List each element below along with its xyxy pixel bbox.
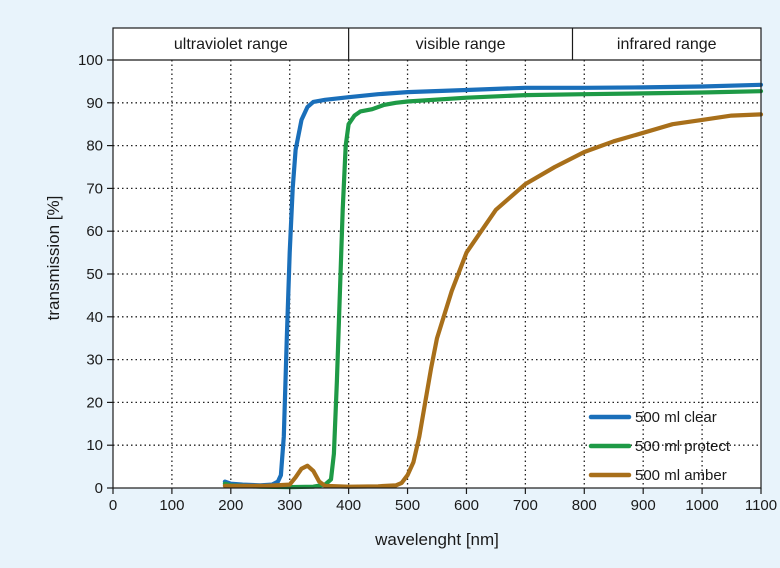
y-tick-label: 80 (86, 138, 103, 155)
legend-label: 500 ml protect (635, 438, 731, 455)
legend-label: 500 ml clear (635, 409, 717, 426)
legend: 500 ml clear 500 ml protect 500 ml amber (588, 409, 731, 484)
x-tick-label: 100 (159, 497, 184, 514)
x-tick-label: 400 (336, 497, 361, 514)
x-tick-label: 300 (277, 497, 302, 514)
y-tick-label: 20 (86, 394, 103, 411)
x-tick-label: 1000 (685, 497, 718, 514)
range-label: ultraviolet range (174, 36, 288, 53)
x-tick-label: 500 (395, 497, 420, 514)
legend-label: 500 ml amber (635, 467, 727, 484)
series-lines (222, 82, 764, 490)
range-header: ultraviolet range visible range infrared r… (113, 28, 761, 61)
y-axis: 0 10 20 30 40 50 60 70 80 90 100 (78, 52, 113, 497)
y-tick-label: 30 (86, 352, 103, 369)
y-tick-label: 70 (86, 180, 103, 197)
series-line (222, 112, 764, 489)
y-tick-label: 10 (86, 437, 103, 454)
y-tick-label: 90 (86, 95, 103, 112)
y-tick-label: 0 (95, 480, 103, 497)
x-tick-label: 700 (513, 497, 538, 514)
y-tick-label: 60 (86, 223, 103, 240)
plot-area (113, 28, 761, 488)
grid (113, 60, 761, 488)
plot-frame (112, 27, 762, 489)
y-tick-label: 40 (86, 309, 103, 326)
x-tick-label: 600 (454, 497, 479, 514)
x-tick-label: 800 (572, 497, 597, 514)
series-line (222, 89, 764, 490)
x-tick-label: 0 (109, 497, 117, 514)
x-tick-label: 200 (218, 497, 243, 514)
x-axis-title: wavelenght [nm] (374, 530, 499, 549)
y-tick-label: 50 (86, 266, 103, 283)
x-axis: 0 100 200 300 400 500 600 700 800 900 1000 1100 (109, 488, 777, 514)
x-tick-label: 1100 (745, 497, 777, 514)
y-axis-title: transmission [%] (44, 196, 63, 321)
range-label: visible range (416, 36, 506, 53)
x-tick-label: 900 (631, 497, 656, 514)
range-label: infrared range (617, 36, 717, 53)
y-tick-label: 100 (78, 52, 103, 69)
